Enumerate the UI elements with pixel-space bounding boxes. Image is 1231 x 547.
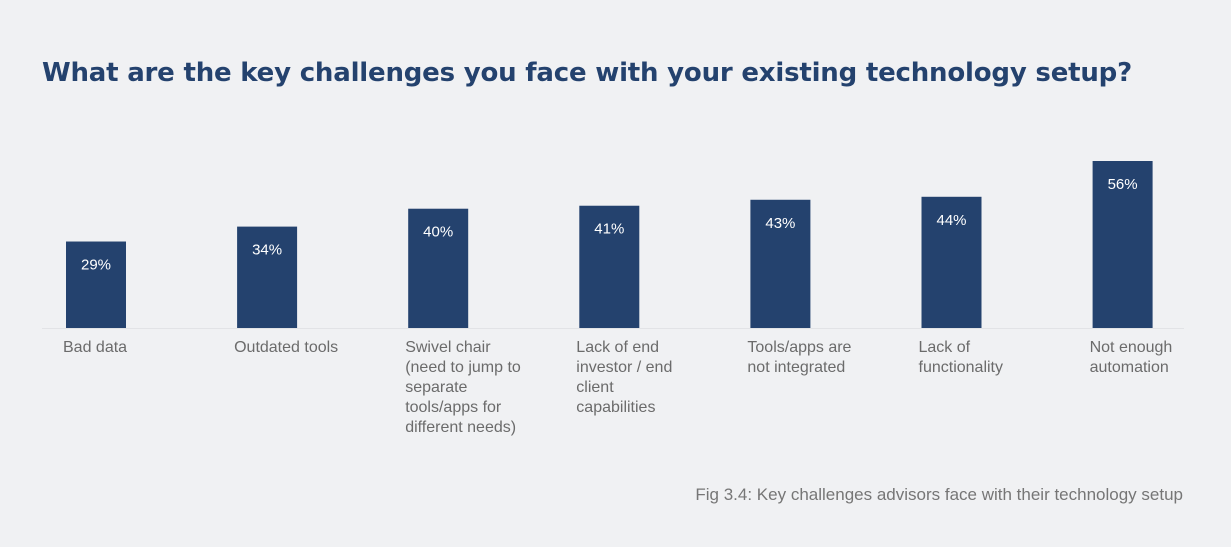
bar-value-label: 41% (594, 221, 624, 238)
category-label-line: Not enough (1089, 339, 1173, 356)
bar-value-label: 40% (423, 224, 453, 241)
category-label-line: separate (405, 379, 468, 396)
category-label-line: (need to jump to (405, 359, 521, 376)
category-label: Lack of functionality (919, 338, 1069, 378)
bar-value-label: 56% (1108, 176, 1138, 193)
category-label-line: Swivel chair (405, 339, 491, 356)
category-label-line: Outdated tools (234, 339, 339, 356)
bar (66, 241, 126, 328)
category-label-line: different needs) (405, 419, 517, 436)
bar-value-label: 44% (936, 212, 966, 229)
category-label-line: not integrated (747, 359, 846, 376)
chart-title: What are the key challenges you face wit… (42, 58, 1132, 88)
category-label: Swivel chair (need to jump to separate tool… (405, 338, 555, 438)
bar (921, 196, 982, 328)
bar (408, 208, 469, 328)
figure-caption: Fig 3.4: Key challenges advisors face wi… (695, 485, 1183, 504)
bar (237, 226, 298, 328)
category-label-line: capabilities (576, 399, 656, 416)
category-label-line: Lack of end (576, 339, 660, 356)
category-label-line: Tools/apps are (747, 339, 852, 356)
bar-value-label: 29% (81, 257, 111, 274)
category-label-line: investor / end (576, 359, 673, 376)
category-label-line: functionality (918, 359, 1004, 376)
category-label-line: Bad data (63, 339, 128, 356)
category-label-line: client (576, 379, 614, 396)
category-label-line: Lack of (918, 339, 971, 356)
category-label: Bad data (63, 338, 213, 358)
category-label: Tools/apps are not integrated (747, 338, 897, 378)
bar (1092, 161, 1153, 328)
category-label: Outdated tools (234, 338, 384, 358)
category-label-line: tools/apps for (405, 399, 502, 416)
category-label-line: automation (1089, 359, 1169, 376)
bar-value-label: 34% (252, 242, 282, 259)
category-label: Not enough automation (1090, 338, 1231, 378)
bar-value-label: 43% (765, 215, 795, 232)
bar (579, 205, 640, 328)
category-label: Lack of end investor / end client capabilit… (576, 338, 726, 418)
bar (750, 199, 811, 328)
